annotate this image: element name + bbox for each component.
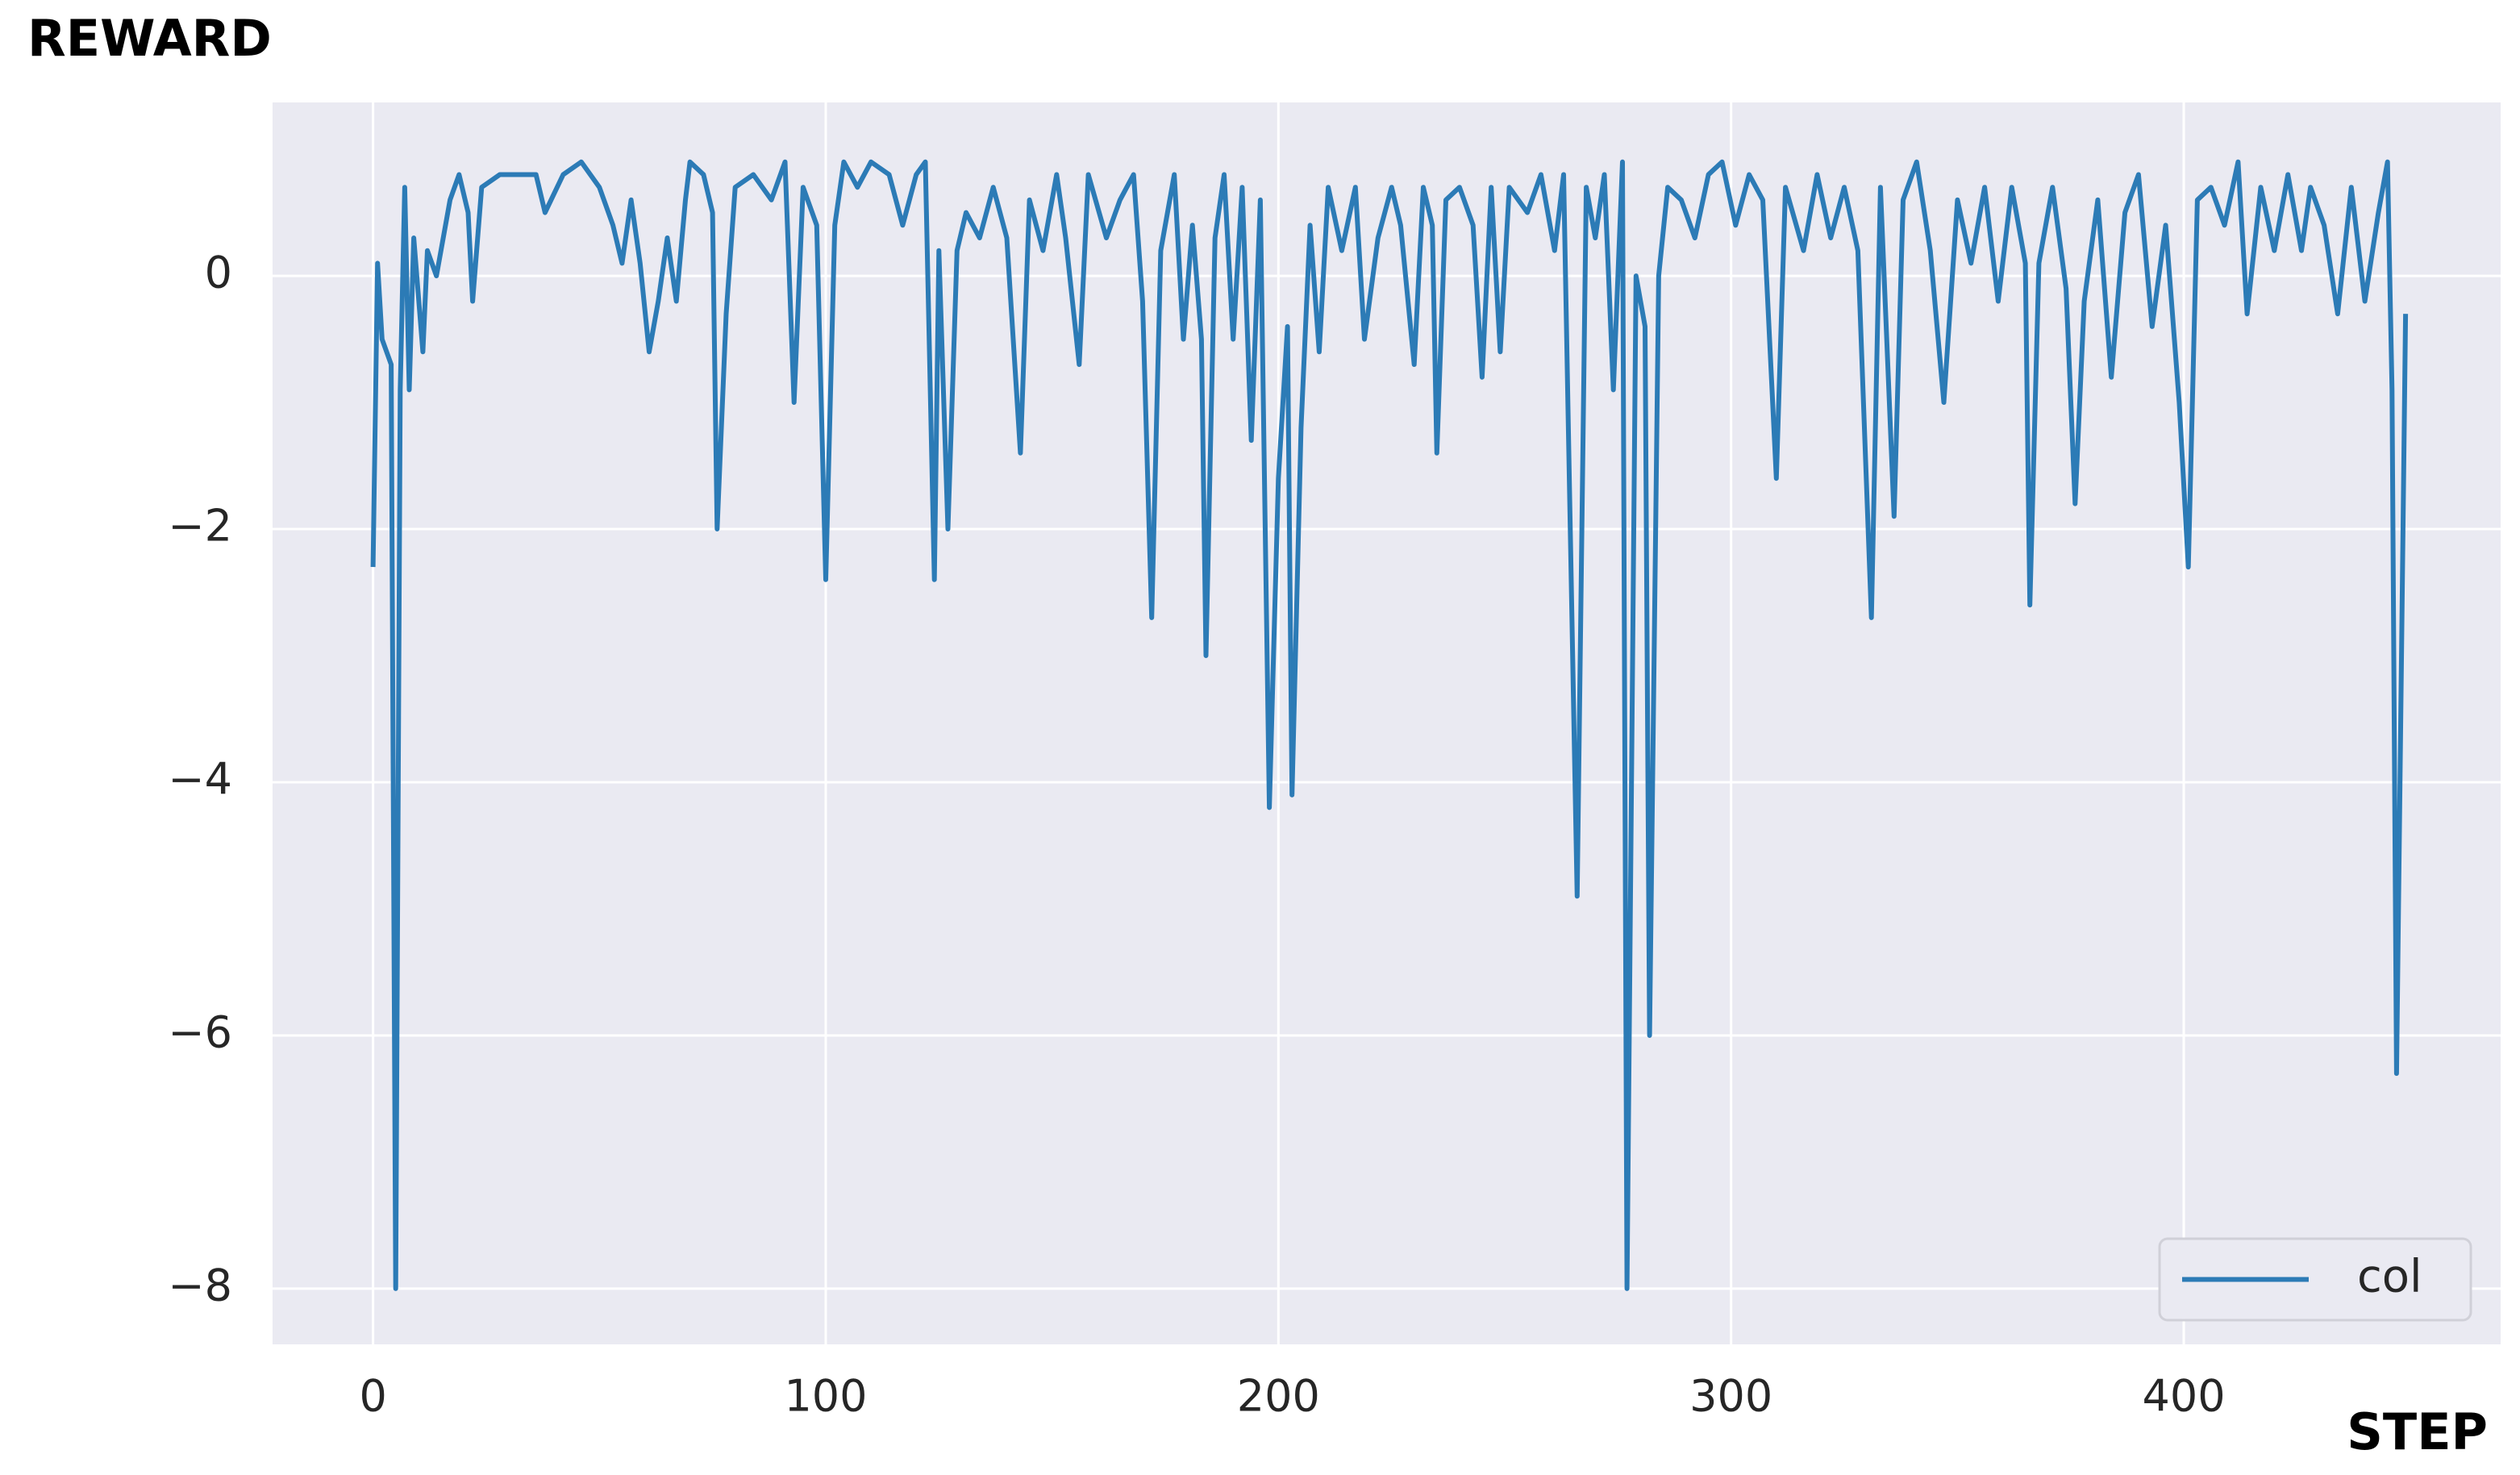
y-tick-label: 0 bbox=[205, 248, 232, 298]
y-tick-label: −2 bbox=[168, 501, 232, 552]
legend-box bbox=[2158, 1237, 2472, 1322]
x-tick-label: 200 bbox=[1237, 1371, 1320, 1422]
x-tick-label: 0 bbox=[359, 1371, 386, 1422]
data-line bbox=[370, 159, 2409, 1291]
x-tick-label: 100 bbox=[784, 1371, 867, 1422]
plot-background bbox=[273, 102, 2501, 1344]
y-tick-label: −8 bbox=[168, 1260, 232, 1311]
y-tick-label: −4 bbox=[168, 754, 232, 805]
x-tick-label: 400 bbox=[2143, 1371, 2226, 1422]
y-tick-label: −6 bbox=[168, 1007, 232, 1058]
y-axis-label: REWARD bbox=[27, 9, 272, 68]
x-axis-label: STEP bbox=[2347, 1402, 2488, 1461]
legend-label: col bbox=[2357, 1251, 2422, 1303]
x-tick-label: 300 bbox=[1689, 1371, 1772, 1422]
